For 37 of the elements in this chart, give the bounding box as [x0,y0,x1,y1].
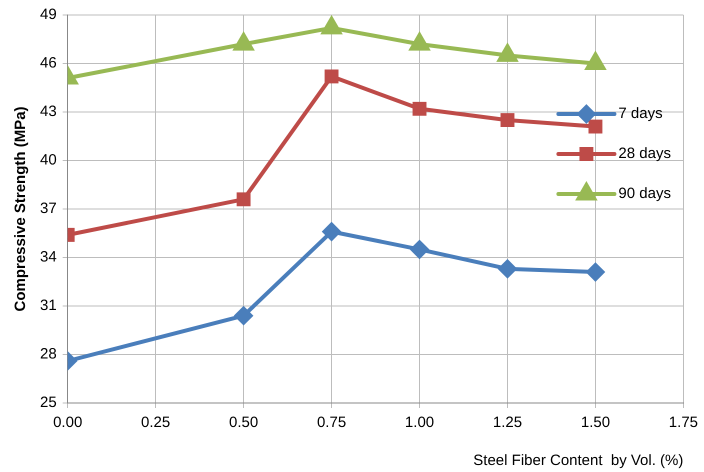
point [498,44,518,62]
y-tick-label: 49 [40,6,57,24]
point [498,260,516,278]
x-tick-label: 0.00 [53,414,82,432]
x-axis-title: Steel Fiber Content by Vol. (%) [473,452,684,470]
y-tick-label: 43 [40,103,57,120]
y-tick-label: 31 [40,297,57,314]
y-tick-label: 37 [40,200,57,218]
x-tick-label: 1.00 [404,414,434,432]
point [410,240,429,258]
point [322,16,342,34]
x-tick-label: 1.25 [492,414,522,432]
x-tick-label: 0.50 [229,414,258,432]
point [324,69,339,84]
y-tick-label: 34 [40,248,57,266]
x-tick-label: 0.25 [141,414,170,432]
legend-label: 90 days [618,185,671,202]
y-tick-label: 25 [40,394,57,412]
point [236,192,251,206]
x-tick-label: 1.50 [580,414,610,432]
point [500,113,514,128]
point [234,33,254,51]
y-tick-label: 40 [40,152,57,169]
y-axis-title: Compressive Strength (MPa) [12,106,30,312]
point [588,120,602,134]
point [586,52,606,70]
legend-label: 7 days [618,105,663,122]
point [586,263,604,282]
x-tick-label: 0.75 [316,414,346,432]
x-tick-label: 1.75 [668,414,698,432]
point [410,33,430,51]
point [412,102,426,116]
point [322,222,341,241]
y-tick-label: 46 [40,54,57,72]
legend-label: 28 days [618,145,671,162]
y-tick-label: 28 [40,346,57,363]
point [234,306,253,325]
